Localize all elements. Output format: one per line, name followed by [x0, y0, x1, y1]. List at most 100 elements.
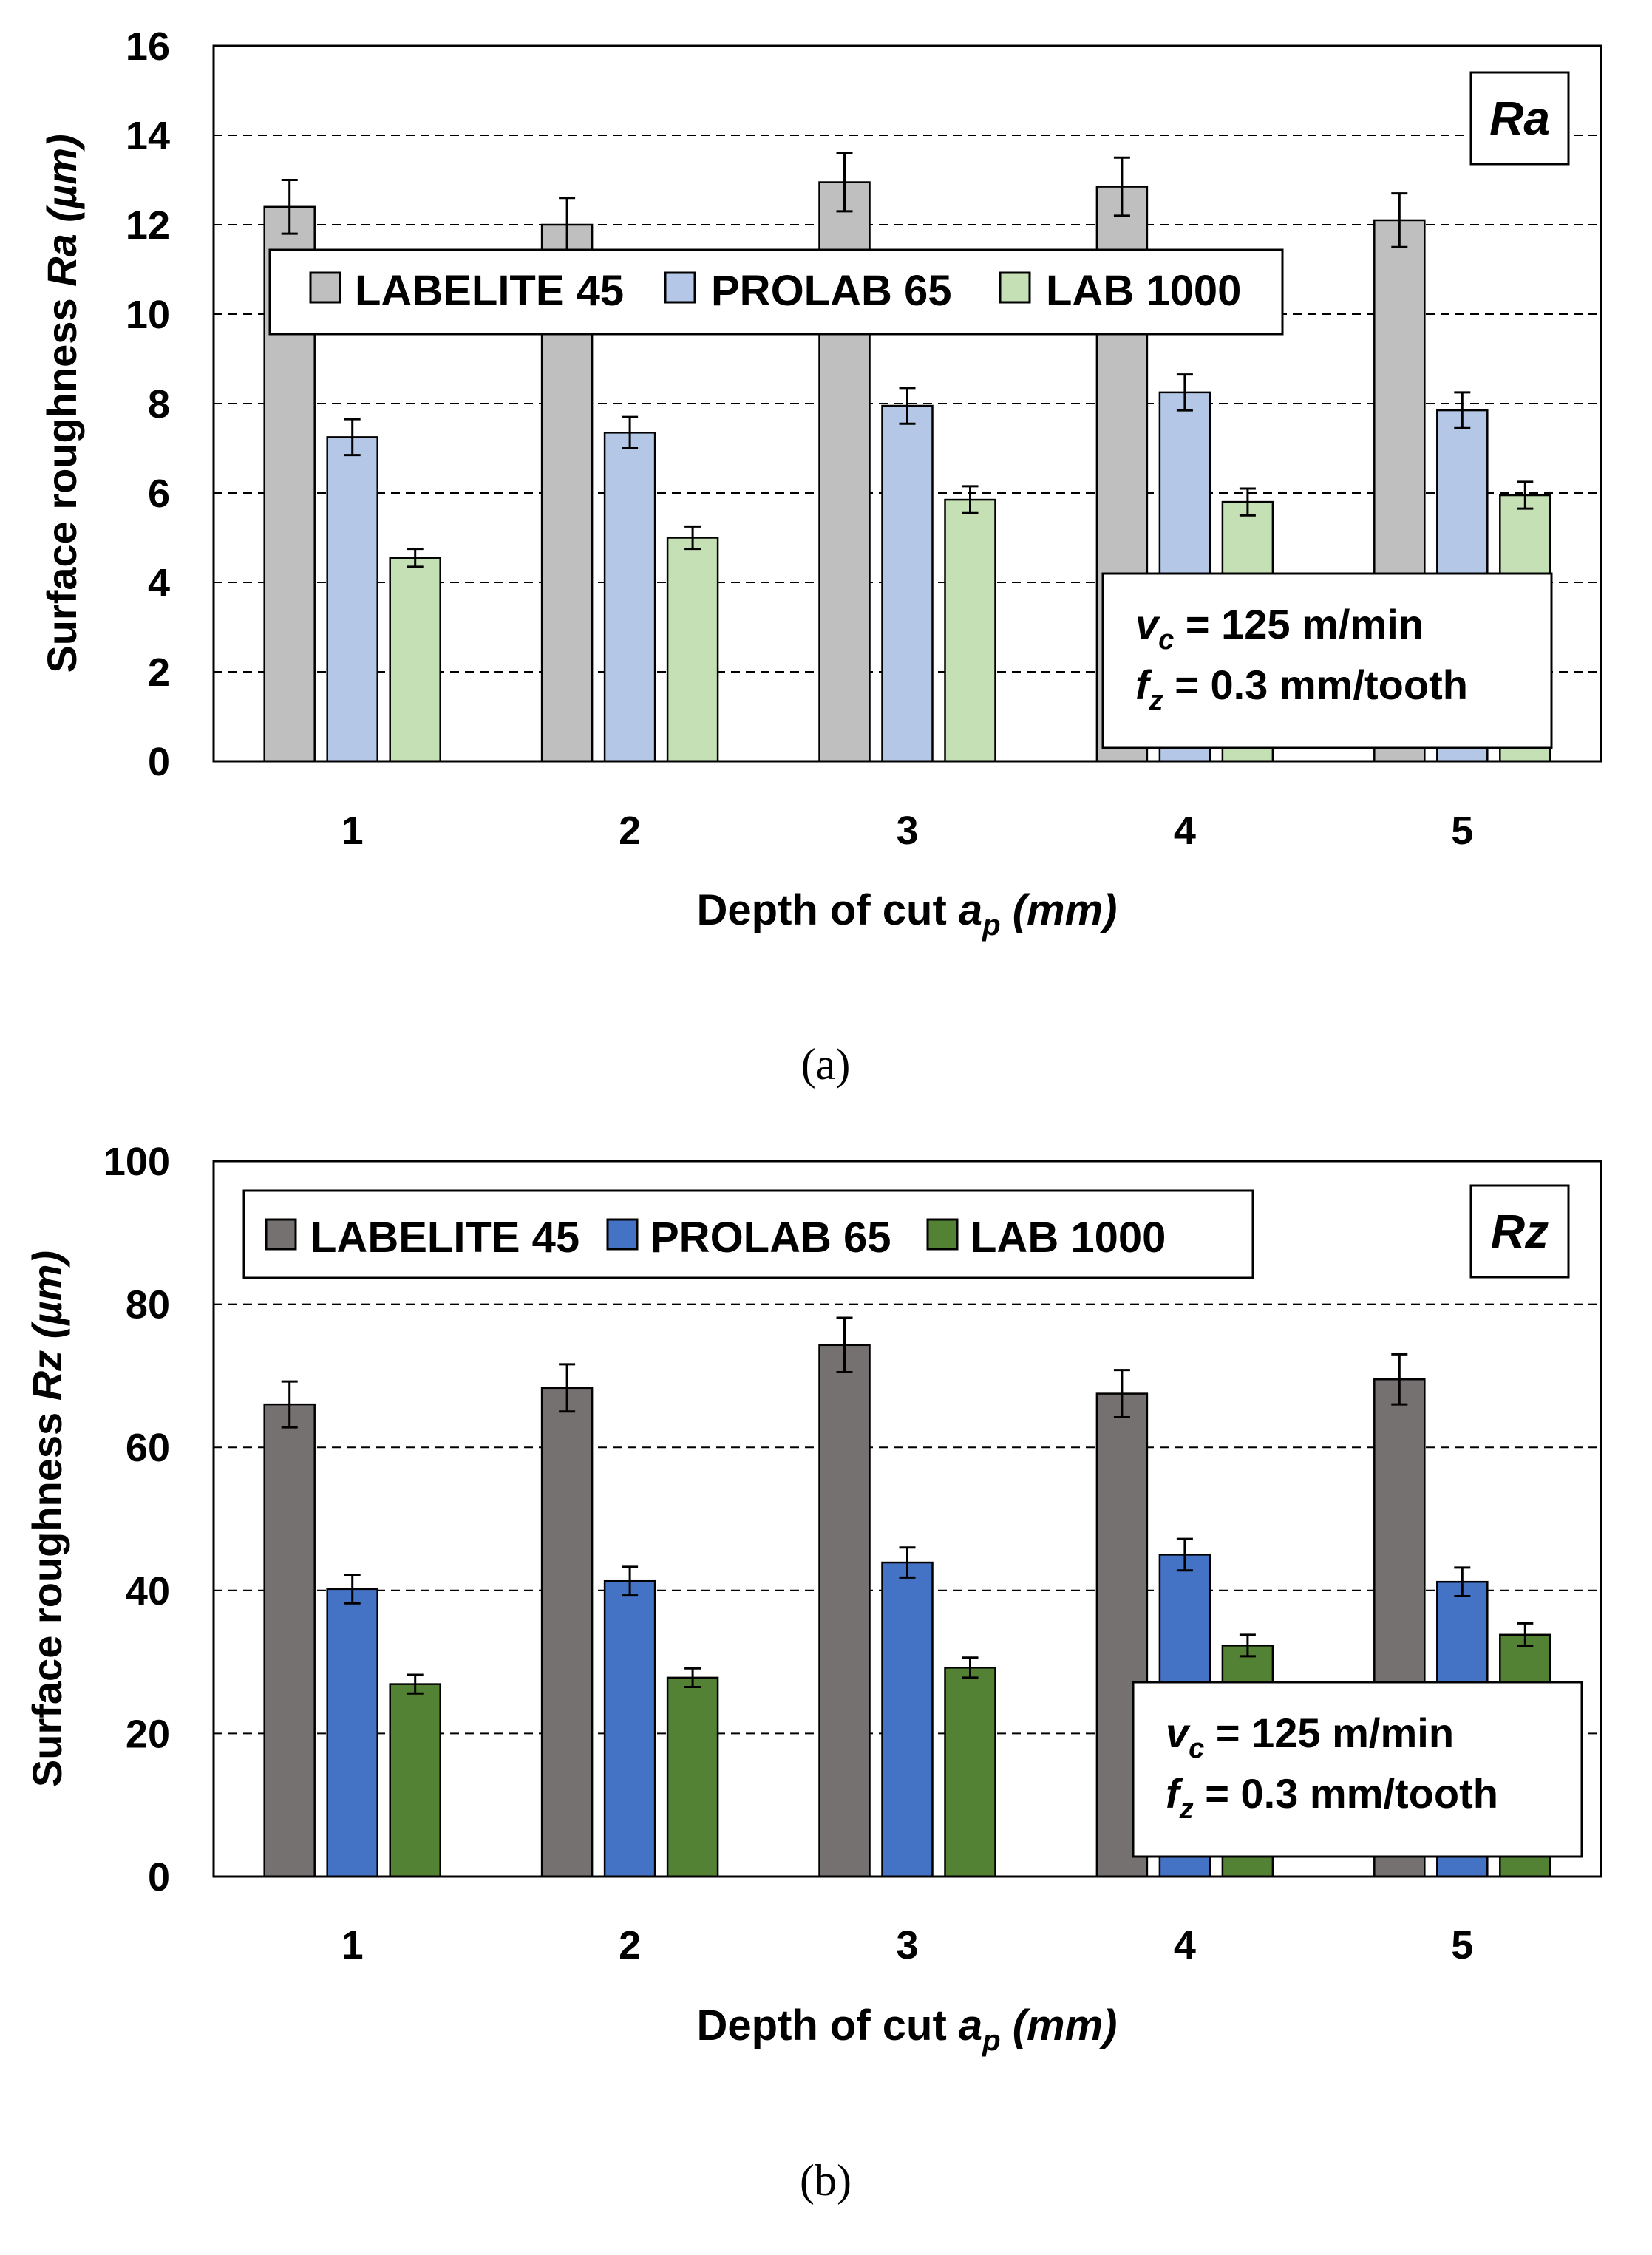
- x-tick-labels-ra: 1 2 3 4 5: [341, 809, 1474, 853]
- error-bar-prolab-65-5: [1454, 1566, 1471, 1598]
- y-tick-label: 60: [126, 1426, 170, 1470]
- parameter-feed-per-tooth: fz = 0.3 mm/tooth: [1135, 661, 1468, 716]
- y-tick-label: 80: [126, 1283, 170, 1327]
- x-tick-labels-rz: 1 2 3 4 5: [341, 1923, 1474, 1967]
- y-tick-label: 40: [126, 1569, 170, 1613]
- plot-area-frame-ra: [212, 44, 1602, 763]
- x-tick-label: 5: [1451, 809, 1473, 853]
- x-tick-label: 1: [341, 1923, 364, 1967]
- bar-prolab-65-3: [881, 404, 934, 763]
- error-bar-lab-1000-5: [1517, 480, 1534, 510]
- error-bar-lab-1000-4: [1239, 487, 1256, 517]
- legend-label-prolab-65: PROLAB 65: [711, 267, 952, 315]
- y-tick-labels-rz: 0 20 40 60 80 100: [103, 1140, 170, 1899]
- bar-lab-1000-2: [666, 1676, 719, 1878]
- error-bar-prolab-65-3: [899, 387, 916, 425]
- x-tick-label: 2: [619, 1923, 641, 1967]
- error-bar-labelite-45-1: [281, 179, 298, 235]
- bar-prolab-65-1: [326, 436, 378, 763]
- error-bar-prolab-65-1: [344, 1574, 361, 1605]
- bar-labelite-45-3: [818, 1344, 871, 1878]
- error-bar-lab-1000-1: [407, 1673, 424, 1695]
- error-bar-prolab-65-4: [1176, 1537, 1193, 1572]
- parameter-cutting-speed: vc = 125 m/min: [1166, 1710, 1454, 1764]
- error-bar-lab-1000-2: [684, 525, 701, 551]
- parameter-cutting-speed: vc = 125 m/min: [1135, 601, 1424, 656]
- legend-label-lab-1000: LAB 1000: [1046, 267, 1241, 315]
- bar-lab-1000-3: [944, 1667, 996, 1878]
- x-tick-label: 1: [341, 809, 364, 853]
- x-tick-label: 2: [619, 809, 641, 853]
- legend-swatch-labelite-45: [309, 271, 341, 304]
- parameters-box-ra: vc = 125 m/min fz = 0.3 mm/tooth: [1101, 572, 1553, 749]
- error-bar-labelite-45-3: [836, 1316, 853, 1374]
- error-bar-prolab-65-2: [622, 1565, 639, 1597]
- error-bar-lab-1000-2: [684, 1667, 701, 1688]
- series-tag-rz: Rz: [1491, 1205, 1549, 1258]
- legend-label-lab-1000: LAB 1000: [971, 1214, 1166, 1262]
- bar-prolab-65-3: [881, 1561, 934, 1878]
- y-tick-label: 100: [103, 1140, 170, 1184]
- x-tick-label: 5: [1451, 1923, 1473, 1967]
- plot-area-frame-rz: [212, 1160, 1602, 1878]
- error-bar-lab-1000-3: [962, 485, 979, 514]
- error-bar-labelite-45-4: [1113, 1369, 1130, 1419]
- y-tick-label: 4: [148, 561, 170, 605]
- y-tick-label: 8: [148, 382, 170, 426]
- bar-prolab-65-1: [326, 1588, 378, 1878]
- error-bar-prolab-65-2: [622, 415, 639, 449]
- y-tick-label: 6: [148, 472, 170, 516]
- y-axis-label-rz: Surface roughness Rz (µm): [24, 1251, 70, 1787]
- bar-lab-1000-1: [389, 557, 441, 763]
- legend-label-labelite-45: LABELITE 45: [355, 267, 624, 315]
- y-tick-labels-ra: 0 2 4 6 8 10 12 14 16: [126, 24, 170, 784]
- x-axis-label-rz: Depth of cut ap (mm): [697, 2001, 1118, 2057]
- legend-swatch-prolab-65: [606, 1218, 639, 1251]
- legend-swatch-prolab-65: [664, 271, 696, 304]
- bar-lab-1000-1: [389, 1683, 441, 1878]
- error-bar-labelite-45-4: [1113, 156, 1130, 217]
- error-bar-prolab-65-5: [1454, 391, 1471, 429]
- y-tick-label: 16: [126, 24, 170, 69]
- y-tick-label: 12: [126, 203, 170, 248]
- parameters-box-rz: vc = 125 m/min fz = 0.3 mm/tooth: [1132, 1681, 1583, 1858]
- chart-rz: 0 20 40 60 80 100 1 2 3 4 5 Rz LABELITE 45 PROLAB…: [24, 1140, 1602, 2205]
- x-tick-label: 4: [1174, 809, 1196, 853]
- y-tick-label: 10: [126, 293, 170, 337]
- error-bar-lab-1000-5: [1517, 1622, 1534, 1647]
- legend-swatch-lab-1000: [926, 1218, 959, 1251]
- parameter-feed-per-tooth: fz = 0.3 mm/tooth: [1166, 1770, 1498, 1825]
- bar-prolab-65-2: [603, 432, 656, 763]
- bar-labelite-45-2: [540, 1387, 594, 1878]
- legend-label-labelite-45: LABELITE 45: [310, 1214, 579, 1262]
- series-tag-box-rz: Rz: [1469, 1184, 1570, 1279]
- legend-swatch-lab-1000: [999, 271, 1031, 304]
- error-bar-labelite-45-2: [559, 1363, 576, 1413]
- x-tick-label: 3: [896, 1923, 918, 1967]
- y-tick-label: 2: [148, 650, 170, 695]
- error-bar-labelite-45-5: [1391, 1353, 1408, 1406]
- series-tag-ra: Ra: [1489, 92, 1550, 145]
- bar-prolab-65-2: [603, 1579, 656, 1878]
- error-bar-prolab-65-1: [344, 418, 361, 457]
- error-bar-lab-1000-1: [407, 548, 424, 568]
- legend-rz: LABELITE 45 PROLAB 65 LAB 1000: [242, 1189, 1254, 1279]
- legend-label-prolab-65: PROLAB 65: [650, 1214, 891, 1262]
- y-tick-label: 0: [148, 1855, 170, 1899]
- legend-ra: LABELITE 45 PROLAB 65 LAB 1000: [268, 248, 1284, 336]
- series-tag-box-ra: Ra: [1469, 71, 1570, 166]
- legend-swatch-labelite-45: [265, 1218, 297, 1251]
- caption-b: (b): [800, 2156, 852, 2205]
- error-bar-labelite-45-3: [836, 152, 853, 213]
- y-tick-label: 0: [148, 740, 170, 784]
- error-bar-prolab-65-3: [899, 1546, 916, 1579]
- x-tick-label: 4: [1174, 1923, 1196, 1967]
- x-axis-label-ra: Depth of cut ap (mm): [697, 886, 1118, 942]
- bar-labelite-45-1: [263, 1403, 316, 1878]
- error-bar-prolab-65-4: [1176, 373, 1193, 412]
- error-bar-labelite-45-5: [1391, 192, 1408, 248]
- bar-lab-1000-2: [666, 537, 719, 763]
- bar-lab-1000-3: [944, 498, 996, 763]
